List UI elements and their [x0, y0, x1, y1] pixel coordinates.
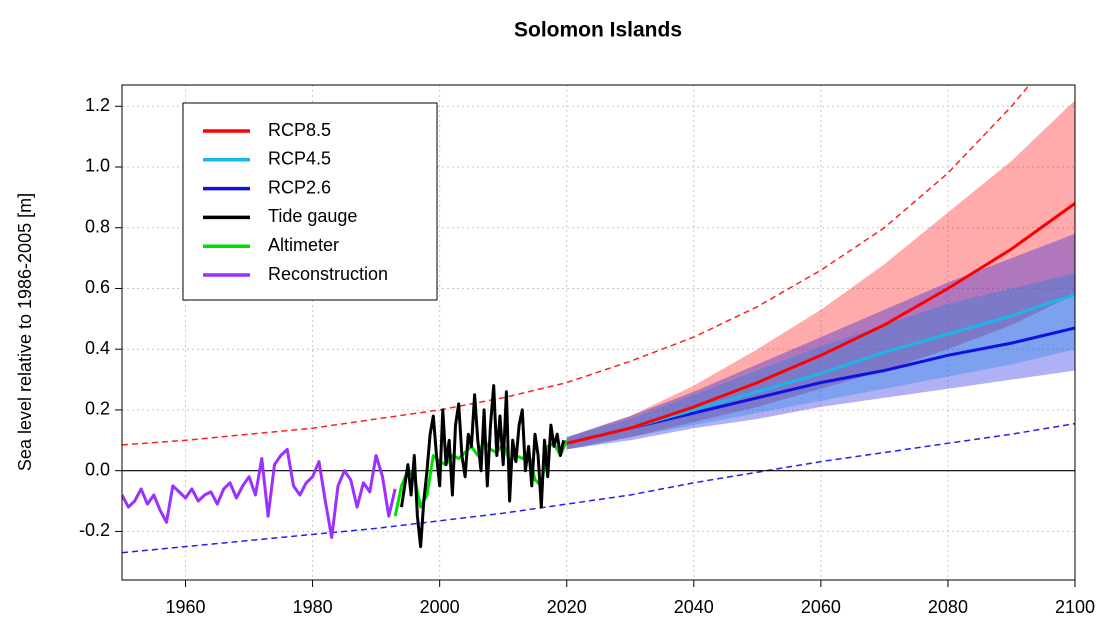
y-tick-label: 0.0: [85, 459, 110, 479]
y-tick-label: 0.6: [85, 277, 110, 297]
uncertainty-band: [566, 100, 1075, 450]
legend-box: [182, 102, 438, 301]
legend: RCP8.5 RCP4.5 RCP2.6 Tide gauge Altimeter Rec…: [203, 120, 388, 284]
y-tick-label: 0.4: [85, 338, 110, 358]
chart-title: Solomon Islands: [514, 19, 682, 42]
series-line: [400, 384, 566, 549]
x-tick-label: 2020: [547, 597, 587, 617]
x-tick-label: 2080: [928, 597, 968, 617]
y-tick-label: 0.2: [85, 399, 110, 419]
x-tick-label: 2100: [1055, 597, 1095, 617]
plot-area: [122, 85, 1075, 554]
series-line: [122, 447, 397, 539]
legend-label: Reconstruction: [268, 264, 388, 284]
plot-frame: [121, 84, 1076, 581]
series-line: [566, 202, 1075, 445]
reference-line: [122, 85, 1031, 446]
x-tick-label: 2060: [801, 597, 841, 617]
y-tick-label: 1.0: [85, 156, 110, 176]
y-axis-label: Sea level relative to 1986-2005 [m]: [15, 193, 35, 471]
legend-label: RCP8.5: [268, 120, 331, 140]
x-tick-label: 2000: [420, 597, 460, 617]
legend-label: RCP2.6: [268, 177, 331, 197]
legend-label: Altimeter: [268, 235, 339, 255]
x-tick-label: 1980: [293, 597, 333, 617]
reference-line: [122, 422, 1075, 554]
legend-label: Tide gauge: [268, 206, 357, 226]
y-tick-label: 0.8: [85, 216, 110, 236]
x-tick-label: 1960: [166, 597, 206, 617]
legend-label: RCP4.5: [268, 149, 331, 169]
y-tick-label: -0.2: [79, 520, 110, 540]
x-tick-label: 2040: [674, 597, 714, 617]
axes: -0.2 0.0 0.2 0.4 0.6 0.8 1.0 1.2 1960 1980 2000 202…: [79, 95, 1095, 617]
y-tick-label: 1.2: [85, 95, 110, 115]
